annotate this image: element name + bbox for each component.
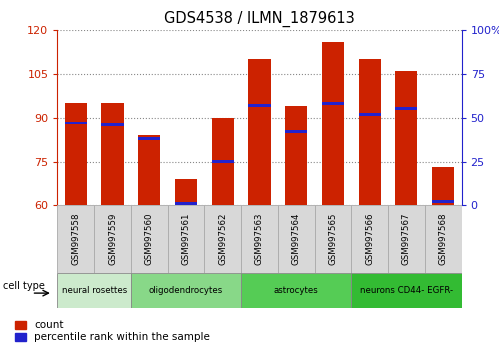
Bar — [359, 59, 381, 205]
Bar — [314, 205, 351, 273]
Text: GSM997558: GSM997558 — [71, 213, 80, 265]
Bar — [285, 130, 307, 133]
Bar — [138, 135, 160, 205]
Text: GSM997567: GSM997567 — [402, 213, 411, 265]
Bar — [57, 205, 94, 273]
Text: GSM997566: GSM997566 — [365, 213, 374, 265]
Bar — [351, 205, 388, 273]
Text: GSM997568: GSM997568 — [439, 213, 448, 265]
Title: GDS4538 / ILMN_1879613: GDS4538 / ILMN_1879613 — [164, 11, 355, 27]
Bar — [175, 202, 197, 205]
Bar — [57, 273, 131, 308]
Bar — [101, 123, 124, 126]
Bar — [395, 108, 418, 110]
Bar — [395, 71, 418, 205]
Bar — [168, 205, 205, 273]
Bar — [432, 200, 454, 203]
Text: GSM997564: GSM997564 — [292, 213, 301, 265]
Bar — [249, 59, 270, 205]
Bar — [131, 205, 168, 273]
Bar — [205, 205, 241, 273]
Legend: count, percentile rank within the sample: count, percentile rank within the sample — [15, 320, 210, 342]
Text: cell type: cell type — [3, 281, 45, 291]
Text: GSM997565: GSM997565 — [328, 213, 337, 265]
Bar — [359, 113, 381, 116]
Bar — [278, 205, 314, 273]
Bar — [175, 179, 197, 205]
Text: oligodendrocytes: oligodendrocytes — [149, 286, 223, 295]
Text: GSM997563: GSM997563 — [255, 213, 264, 265]
Bar — [388, 205, 425, 273]
Text: GSM997561: GSM997561 — [182, 213, 191, 265]
Bar — [212, 118, 234, 205]
Bar — [138, 137, 160, 140]
Text: GSM997562: GSM997562 — [218, 213, 227, 265]
Bar — [241, 273, 351, 308]
Bar — [432, 167, 454, 205]
Text: astrocytes: astrocytes — [274, 286, 318, 295]
Bar — [212, 160, 234, 163]
Bar — [351, 273, 462, 308]
Bar — [249, 104, 270, 107]
Bar — [65, 103, 87, 205]
Bar — [131, 273, 241, 308]
Text: GSM997560: GSM997560 — [145, 213, 154, 265]
Bar — [65, 121, 87, 124]
Text: neurons CD44- EGFR-: neurons CD44- EGFR- — [360, 286, 453, 295]
Bar — [322, 42, 344, 205]
Bar — [101, 103, 124, 205]
Bar — [425, 205, 462, 273]
Text: GSM997559: GSM997559 — [108, 213, 117, 265]
Bar — [241, 205, 278, 273]
Bar — [322, 102, 344, 105]
Bar — [285, 106, 307, 205]
Text: neural rosettes: neural rosettes — [61, 286, 127, 295]
Bar — [94, 205, 131, 273]
